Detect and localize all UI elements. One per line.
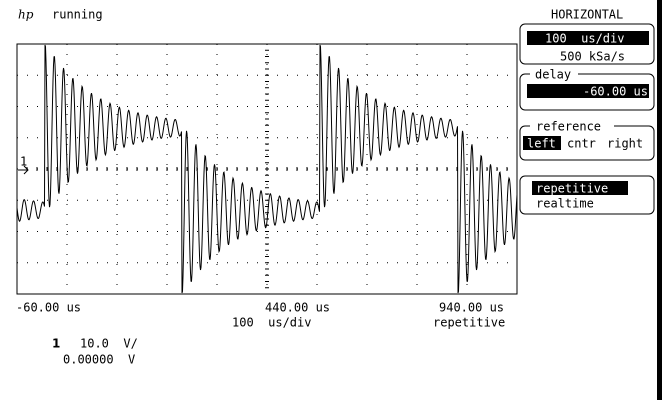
logo: hp [18,8,34,22]
reference-option[interactable]: left [527,137,556,151]
reference-highlight [523,136,561,150]
panel-title: HORIZONTAL [551,8,623,22]
time-scale: 100 us/div [232,316,311,330]
reference-option[interactable]: right [607,137,643,151]
reference-option[interactable]: cntr [567,137,596,151]
graticule [16,43,518,295]
delay-value[interactable]: -60.00 us [583,85,648,99]
delay-label: delay [535,68,571,82]
time-right: 940.00 us [439,301,504,315]
status: running [52,8,103,22]
reference-label: reference [536,120,601,134]
mode-option[interactable]: repetitive [536,182,608,196]
time-center: 440.00 us [265,301,330,315]
mode-option[interactable]: realtime [536,197,594,211]
time-mode: repetitive [433,316,505,330]
trace-line [16,44,518,294]
delay-box [519,73,655,111]
label-gap [530,68,578,80]
trace [16,44,518,294]
mode-box [519,175,655,215]
ground-marker: 1 [20,155,27,169]
label-gap [530,120,614,132]
delay-highlight [527,84,649,98]
edge-bar [657,0,662,400]
scale-box [519,23,655,65]
channel-number: 1 [52,337,60,351]
ground-arrow [18,165,29,175]
channel-scale: 10.0 V/ [80,337,138,351]
channel-offset: 0.00000 V [63,353,135,367]
scale-highlight [527,31,649,45]
sample-rate: 500 kSa/s [560,50,625,64]
mode-highlight [532,181,628,195]
time-left: -60.00 us [16,301,81,315]
scale-value[interactable]: 100 us/div [545,32,624,46]
